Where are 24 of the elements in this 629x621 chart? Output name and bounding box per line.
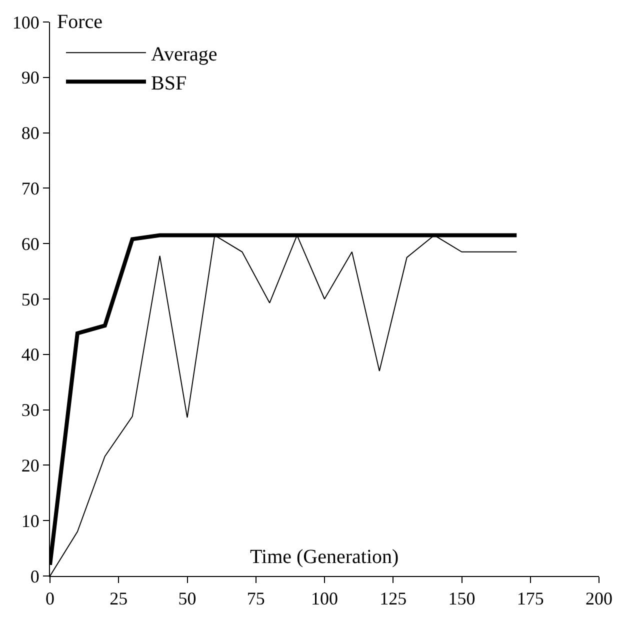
x-tick-label: 25 bbox=[110, 588, 128, 609]
legend-label: BSF bbox=[150, 72, 187, 94]
x-tick-label: 100 bbox=[311, 588, 338, 609]
y-tick-label: 60 bbox=[21, 234, 40, 254]
y-tick-label: 90 bbox=[21, 68, 40, 88]
x-tick-label: 125 bbox=[380, 588, 407, 609]
x-tick-label: 175 bbox=[516, 588, 544, 609]
y-tick-label: 40 bbox=[21, 344, 40, 365]
y-tick-label: 50 bbox=[21, 289, 40, 310]
y-tick-label: 30 bbox=[21, 400, 40, 420]
y-tick-label: 100 bbox=[12, 12, 40, 32]
y-tick-label: 0 bbox=[30, 566, 40, 586]
x-axis-title: Time (Generation) bbox=[250, 546, 399, 568]
x-tick-label: 50 bbox=[178, 588, 196, 609]
y-axis-title: Force bbox=[57, 11, 103, 33]
x-tick-label: 150 bbox=[448, 588, 476, 609]
x-tick-label: 0 bbox=[46, 588, 54, 609]
x-tick-label: 200 bbox=[586, 588, 612, 609]
y-tick-label: 10 bbox=[21, 510, 40, 531]
legend-label: Average bbox=[150, 43, 218, 66]
y-tick-label: 70 bbox=[21, 178, 40, 198]
y-tick-label: 80 bbox=[21, 123, 40, 144]
x-tick-label: 75 bbox=[246, 588, 265, 609]
y-tick-label: 20 bbox=[21, 456, 40, 476]
